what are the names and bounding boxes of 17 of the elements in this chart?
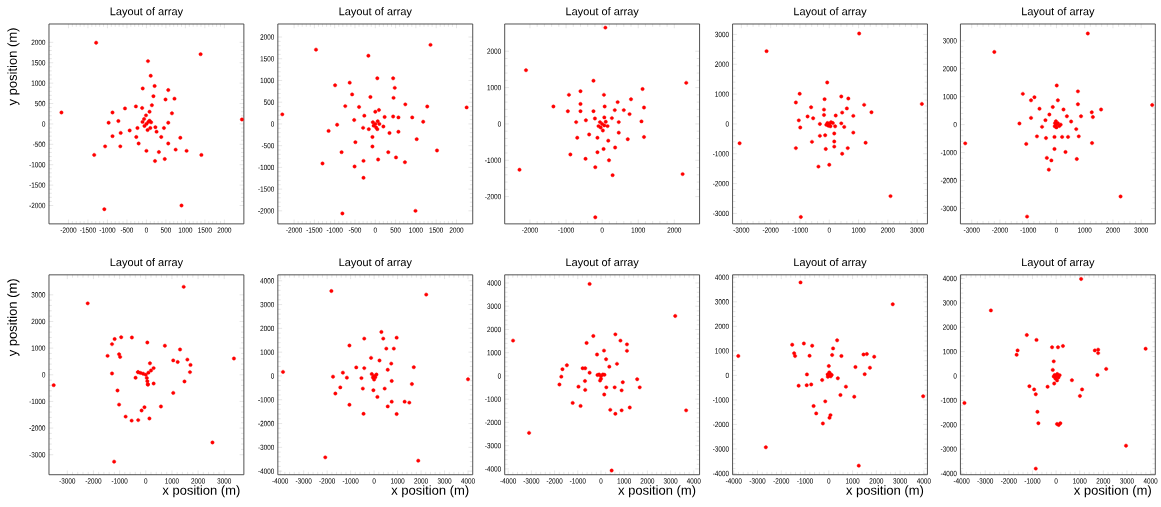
x-axis-title: x position (m) [1073, 485, 1151, 498]
x-axis-title: x position (m) [618, 485, 696, 498]
chart-title: Layout of array [110, 7, 184, 18]
x-axis-title: x position (m) [162, 485, 240, 498]
chart-title: Layout of array [794, 7, 867, 18]
y-axis-title: y position (m) [7, 28, 20, 106]
x-axis-title: x position (m) [391, 485, 469, 498]
chart-title: Layout of array [794, 258, 867, 269]
chart-title: Layout of array [339, 7, 412, 18]
chart-title: Layout of array [110, 258, 184, 269]
chart-title: Layout of array [1022, 258, 1095, 269]
x-axis-title: x position (m) [846, 485, 924, 498]
chart-title: Layout of array [1022, 7, 1095, 18]
chart-title: Layout of array [566, 258, 639, 269]
chart-title: Layout of array [339, 258, 412, 269]
y-axis-title: y position (m) [7, 279, 20, 357]
chart-title: Layout of array [566, 7, 639, 18]
